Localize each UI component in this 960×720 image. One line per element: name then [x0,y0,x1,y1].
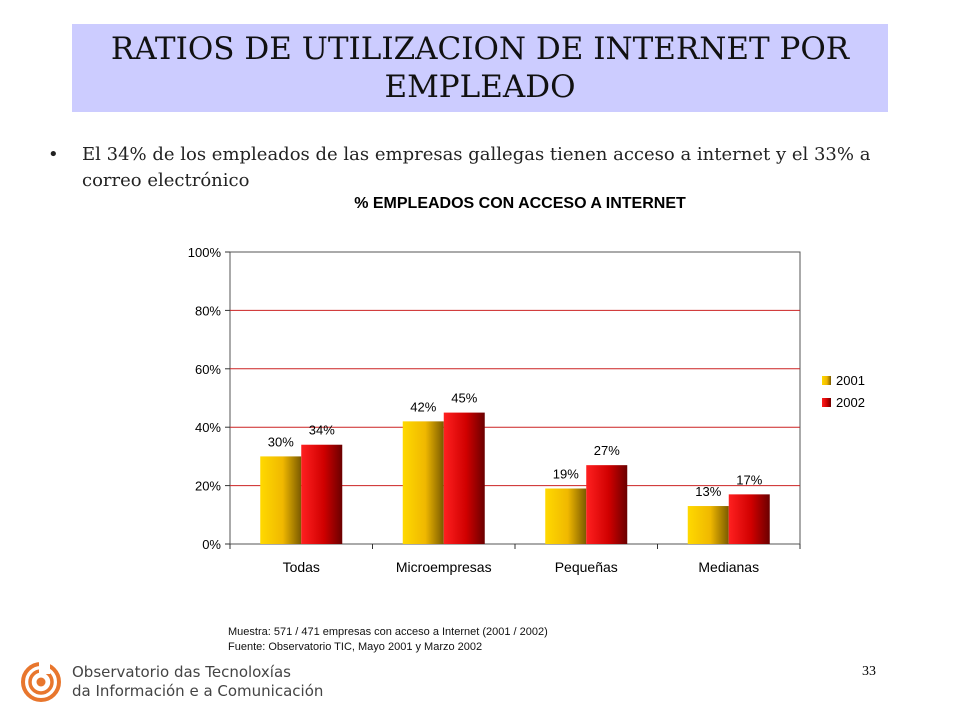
y-tick-label: 20% [195,479,221,494]
source-note: Fuente: Observatorio TIC, Mayo 2001 y Ma… [228,641,483,653]
slide-title-box: RATIOS DE UTILIZACION DE INTERNET POR EM… [72,24,888,112]
x-tick-label: Pequeñas [555,559,618,575]
y-tick-label: 80% [195,303,221,318]
logo-spiral-icon [21,662,61,702]
bar-2002-0 [301,444,343,544]
bullet-marker: • [48,144,59,165]
data-label: 45% [451,391,477,406]
bar-2002-2 [586,465,628,544]
data-label: 13% [695,484,721,499]
data-label: 17% [736,472,762,487]
bar-2001-3 [687,506,729,544]
legend-label: 2002 [836,395,865,410]
slide-title: RATIOS DE UTILIZACION DE INTERNET POR EM… [110,31,850,105]
legend-label: 2001 [836,373,865,388]
x-tick-label: Todas [283,559,320,575]
y-tick-label: 0% [202,537,221,552]
data-label: 42% [410,399,436,414]
observatorio-logo: Observatorio das Tecnoloxías da Informac… [20,660,323,704]
plot-area: 0% 20% 40% 60% 80% 100% 30% 34% Todas 42% 45% Micro… [188,245,865,575]
sample-note: Muestra: 571 / 471 empresas con acceso a… [228,626,548,638]
bar-2001-1 [402,421,444,544]
data-label: 27% [594,443,620,458]
bar-2002-3 [728,494,770,544]
bullet-text: El 34% de los empleados de las empresas … [82,144,871,191]
logo-line-2: da Información e a Comunicación [72,682,324,700]
bar-2002-1 [443,412,485,544]
y-tick-label: 40% [195,420,221,435]
x-tick-label: Microempresas [396,559,492,575]
bar-2001-2 [545,488,587,544]
page-number: 33 [862,664,876,679]
data-label: 19% [553,467,579,482]
data-label: 30% [268,434,294,449]
chart-title: % EMPLEADOS CON ACCESO A INTERNET [354,195,686,212]
data-label: 34% [309,423,335,438]
logo-line-1: Observatorio das Tecnoloxías [72,663,291,681]
legend-swatch-2001 [822,376,831,385]
y-tick-label: 100% [188,245,222,260]
bullet-item: • El 34% de los empleados de las empresa… [48,142,928,194]
x-tick-label: Medianas [698,559,759,575]
legend-swatch-2002 [822,398,831,407]
bar-2001-0 [260,456,302,544]
y-tick-label: 60% [195,362,221,377]
